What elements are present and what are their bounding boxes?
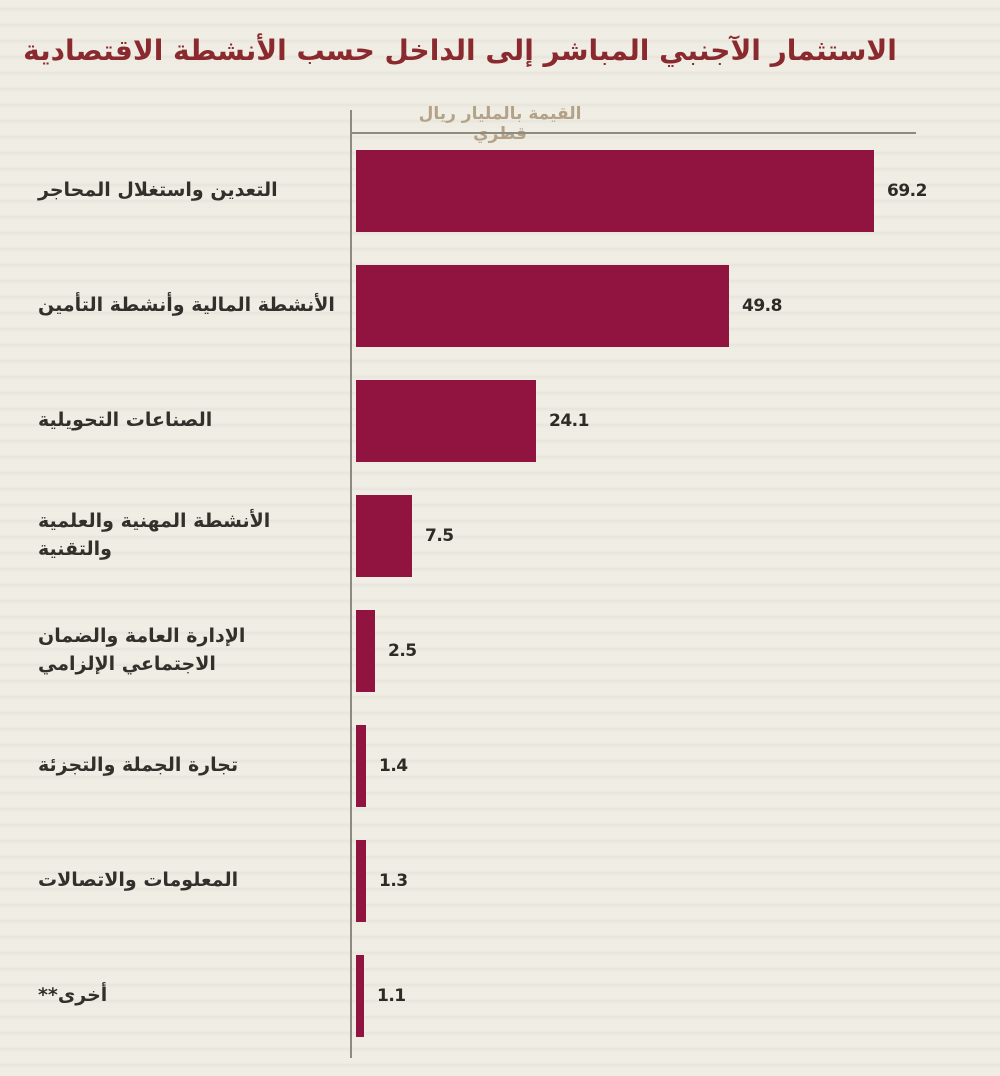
chart-row: الأنشطة المهنية والعلمية والتقنية 7.5 [0, 478, 1000, 593]
bar-rows: التعدين واستغلال المحاجر 69.2 الأنشطة الما… [0, 133, 1000, 1053]
bar [356, 609, 375, 692]
category-label: الصناعات التحويلية [38, 408, 213, 431]
chart-row: الإدارة العامة والضمان الاجتماعي الإلزام… [0, 593, 1000, 708]
bar [356, 494, 412, 577]
chart-row: الأنشطة المالية وأنشطة التأمين 49.8 [0, 248, 1000, 363]
chart-row: التعدين واستغلال المحاجر 69.2 [0, 133, 1000, 248]
category-label: التعدين واستغلال المحاجر [38, 178, 278, 201]
bar-track: 1.4 [350, 708, 1000, 823]
category-label: الأنشطة المهنية والعلمية والتقنية [38, 509, 271, 560]
bar [356, 839, 366, 922]
chart-row: المعلومات والاتصالات 1.3 [0, 823, 1000, 938]
value-label: 7.5 [425, 525, 454, 546]
bar-track: 1.1 [350, 938, 1000, 1053]
category-axis-line [350, 110, 352, 1058]
value-label: 1.1 [377, 985, 406, 1006]
bar-track: 69.2 [350, 133, 1000, 248]
value-label: 1.4 [379, 755, 408, 776]
chart-title: الاستثمار الآجنبي المباشر إلى الداخل حسب… [23, 34, 897, 67]
category-label: تجارة الجملة والتجزئة [38, 753, 239, 776]
chart-row: تجارة الجملة والتجزئة 1.4 [0, 708, 1000, 823]
bar [356, 264, 729, 347]
bar-track: 2.5 [350, 593, 1000, 708]
category-label: أخرى** [38, 983, 108, 1006]
value-label: 1.3 [379, 870, 408, 891]
bar-track: 24.1 [350, 363, 1000, 478]
bar-track: 7.5 [350, 478, 1000, 593]
chart-row: أخرى** 1.1 [0, 938, 1000, 1053]
value-label: 24.1 [549, 410, 589, 431]
value-axis-line [350, 132, 916, 134]
chart-row: الصناعات التحويلية 24.1 [0, 363, 1000, 478]
category-label: الأنشطة المالية وأنشطة التأمين [38, 293, 335, 316]
value-label: 2.5 [388, 640, 417, 661]
bar [356, 379, 536, 462]
value-label: 69.2 [887, 180, 927, 201]
bar-track: 49.8 [350, 248, 1000, 363]
category-label: المعلومات والاتصالات [38, 868, 239, 891]
value-label: 49.8 [742, 295, 782, 316]
bar-track: 1.3 [350, 823, 1000, 938]
bar [356, 954, 364, 1037]
value-axis-title: القيمة بالمليار ريال قطري [418, 104, 582, 144]
bar [356, 149, 874, 232]
category-label: الإدارة العامة والضمان الاجتماعي الإلزام… [38, 624, 246, 675]
bar [356, 724, 366, 807]
